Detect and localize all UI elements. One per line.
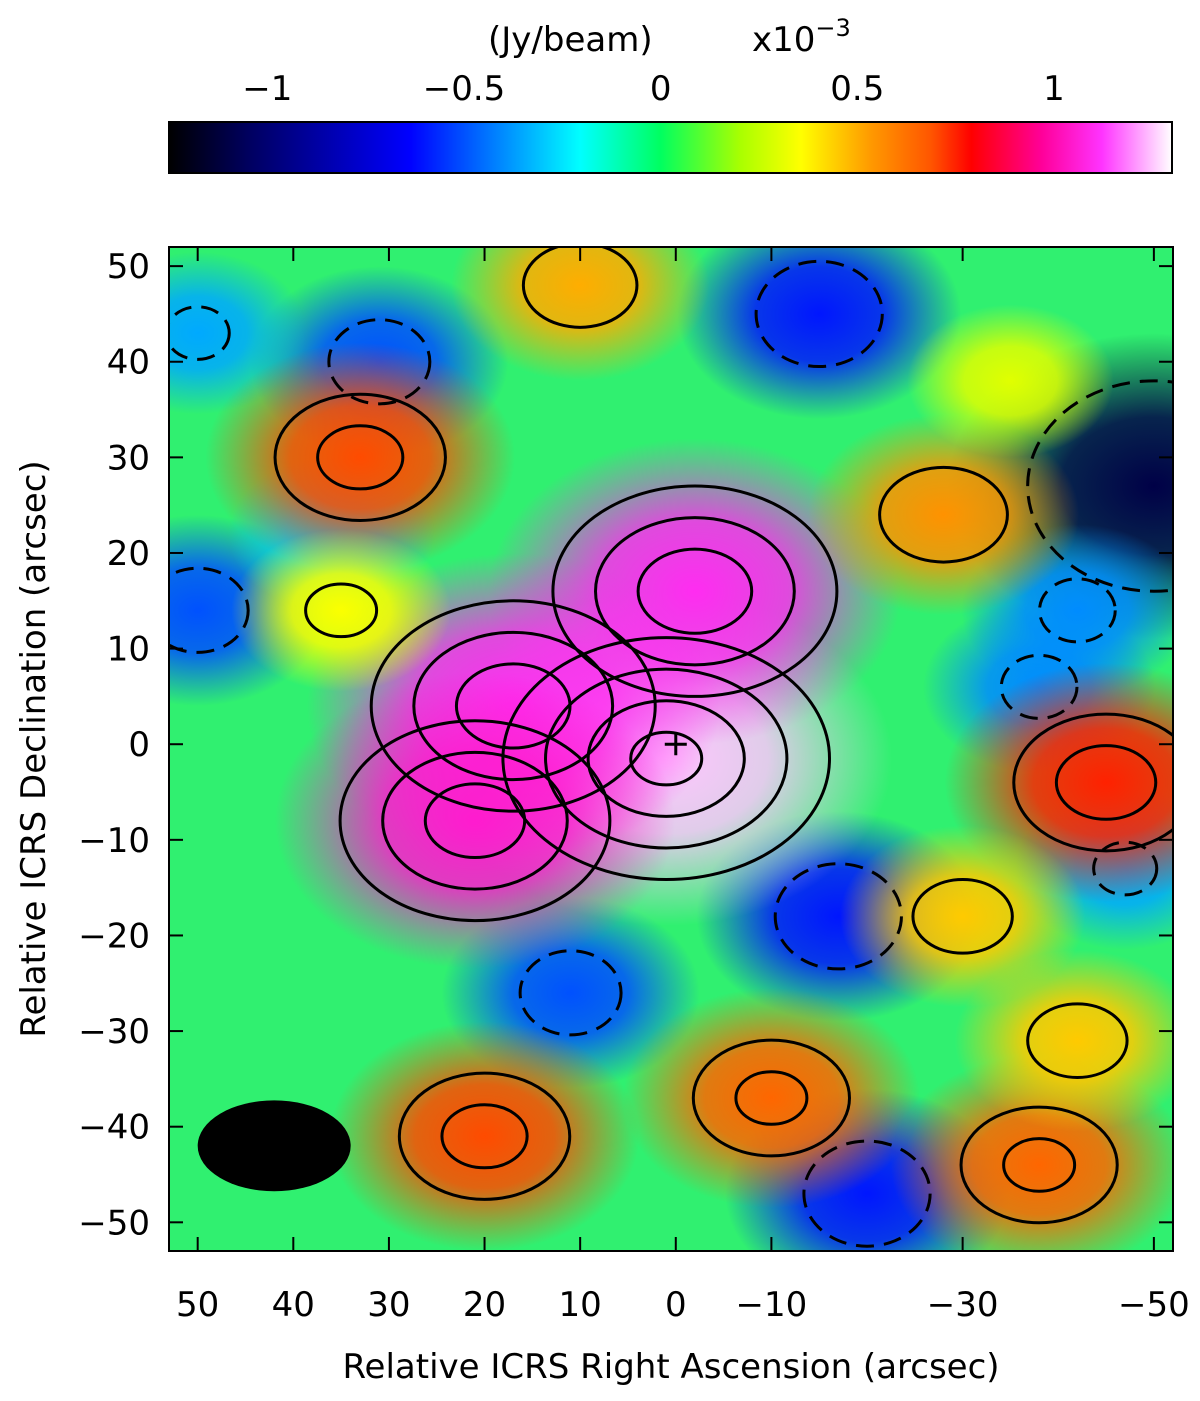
contour-positive	[397, 1071, 572, 1201]
x-tick-label: 30	[367, 1285, 410, 1325]
contour-negative	[754, 259, 884, 369]
x-tick-label: −10	[736, 1285, 808, 1325]
emission-peak	[451, 247, 710, 381]
contour-negative	[518, 949, 623, 1037]
emission-peak	[329, 1021, 640, 1251]
contour-positive	[423, 782, 527, 860]
contour-positive	[338, 719, 612, 923]
contour-positive	[1054, 744, 1158, 821]
y-tick-label: 50	[107, 247, 150, 287]
colorbar-multiplier-base: x10	[752, 20, 815, 60]
contour-positive	[691, 1038, 851, 1158]
contour-positive	[594, 516, 796, 667]
axis-ticks: 50 40 30 20 10 0 −10 −30 −50 50 40 30 20 10 0 −10 −20 −30…	[78, 247, 1190, 1325]
emission-peak	[205, 342, 516, 573]
emission-peak	[807, 414, 1080, 616]
contour-negative	[169, 305, 231, 361]
contour-positive	[440, 1103, 529, 1170]
contour-layer	[169, 247, 1173, 1248]
y-tick-label: 20	[107, 534, 150, 574]
colorbar-tick-label: −1	[242, 69, 292, 109]
emission-peak	[274, 672, 676, 969]
x-tick-label: 50	[176, 1285, 219, 1325]
image-panel: 50 40 30 20 10 0 −10 −30 −50 50 40 30 20 10 0 −10 −20 −30…	[14, 246, 1190, 1387]
colorbar-tick-label: −0.5	[423, 69, 506, 109]
y-tick-label: 40	[107, 343, 150, 383]
contour-positive	[544, 667, 789, 850]
contour-positive	[454, 662, 572, 750]
marker-layer	[197, 733, 687, 1192]
contour-negative	[773, 862, 903, 971]
contour-negative	[802, 1139, 932, 1248]
y-tick-label: −20	[78, 916, 150, 956]
contour-positive	[369, 599, 657, 813]
y-tick-label: −10	[78, 821, 150, 861]
absorption-minimum	[677, 247, 962, 420]
colorbar-multiplier: x10−3	[752, 14, 851, 60]
contour-positive	[911, 878, 1014, 955]
contour-positive	[501, 636, 832, 882]
colorbar-tick-label: 1	[1043, 69, 1065, 109]
colorbar-gradient-bar	[168, 121, 1173, 174]
plot-frame	[168, 246, 1174, 1252]
contour-positive	[273, 392, 447, 522]
contour-positive	[1026, 1002, 1129, 1079]
contour-positive	[412, 630, 615, 782]
contour-positive	[1002, 1137, 1077, 1193]
y-tick-label: 30	[107, 438, 150, 478]
y-tick-label: −40	[78, 1108, 150, 1148]
y-tick-label: −30	[78, 1012, 150, 1052]
contour-positive	[316, 424, 405, 491]
contour-positive	[381, 750, 569, 891]
phase-center-marker	[664, 733, 687, 756]
contour-positive	[551, 484, 839, 698]
emission-peak	[622, 988, 920, 1208]
contour-positive	[586, 699, 746, 818]
contour-negative	[999, 653, 1079, 720]
contour-positive	[1012, 712, 1173, 853]
colorbar-unit-label: (Jy/beam)	[488, 20, 653, 60]
beam-ellipse	[197, 1100, 351, 1192]
contour-positive	[734, 1070, 809, 1126]
contour-negative	[169, 566, 250, 654]
x-tick-label: −30	[927, 1285, 999, 1325]
contour-negative	[1026, 379, 1173, 593]
colorbar-tick-label: 0.5	[830, 69, 884, 109]
colorbar-tick-label: 0	[650, 69, 672, 109]
colorbar: (Jy/beam) x10−3 −1 −0.5 0 0.5 1	[168, 14, 1173, 174]
x-tick-label: 40	[272, 1285, 315, 1325]
x-tick-label: −50	[1118, 1285, 1190, 1325]
y-tick-label: 0	[128, 725, 150, 765]
contour-positive	[521, 247, 639, 329]
emission-peak	[954, 949, 1173, 1132]
emission-peak	[907, 304, 1114, 458]
contour-positive	[959, 1105, 1119, 1225]
x-tick-label: 0	[665, 1285, 687, 1325]
y-tick-label: −50	[78, 1203, 150, 1243]
y-axis-label: Relative ICRS Declination (arcsec)	[14, 460, 54, 1037]
colorbar-ticks: −1 −0.5 0 0.5 1	[242, 69, 1065, 131]
contour-positive	[878, 465, 1009, 564]
contour-positive	[636, 547, 754, 635]
x-tick-label: 10	[559, 1285, 602, 1325]
contour-positive	[629, 730, 704, 787]
colorbar-multiplier-exponent: −3	[815, 14, 850, 42]
contour-positive	[304, 582, 379, 639]
contour-negative	[1038, 577, 1117, 644]
contour-negative	[1092, 840, 1159, 897]
y-tick-label: 10	[107, 630, 150, 670]
x-axis-label: Relative ICRS Right Ascension (arcsec)	[342, 1347, 999, 1387]
emission-peak	[231, 529, 451, 692]
contour-negative	[327, 318, 432, 406]
x-tick-label: 20	[463, 1285, 506, 1325]
